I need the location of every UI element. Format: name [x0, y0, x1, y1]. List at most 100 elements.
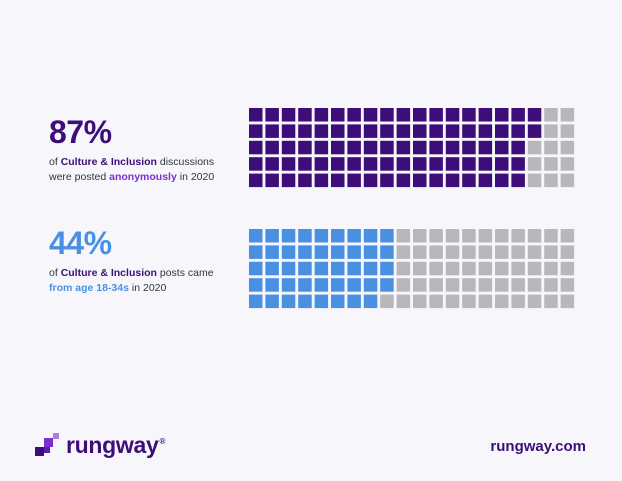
waffle-cell-filled: [445, 157, 460, 171]
waffle-cell-filled: [478, 157, 493, 171]
waffle-cell-filled: [429, 157, 443, 171]
waffle-cell-empty: [527, 229, 542, 243]
waffle-cell-filled: [249, 108, 263, 122]
waffle-cell-filled: [249, 229, 263, 243]
waffle-cell-empty: [511, 229, 525, 243]
waffle-cell-empty: [478, 229, 493, 243]
waffle-cell-filled: [462, 157, 476, 171]
waffle-cell-filled: [495, 173, 509, 188]
waffle-cell-filled: [281, 108, 296, 122]
brand-logo[interactable]: rungway®: [33, 431, 165, 459]
waffle-cell-filled: [249, 173, 263, 188]
waffle-cell-empty: [560, 108, 575, 122]
waffle-cell-filled: [298, 261, 312, 276]
waffle-cell-filled: [331, 229, 345, 243]
waffle-cell-filled: [314, 261, 329, 276]
waffle-cell-filled: [331, 140, 345, 155]
waffle-cell-filled: [380, 124, 394, 138]
waffle-cell-empty: [560, 261, 575, 276]
waffle-cell-filled: [380, 261, 394, 276]
waffle-cell-filled: [281, 229, 296, 243]
waffle-cell-filled: [314, 245, 329, 259]
waffle-cell-filled: [511, 124, 525, 138]
waffle-cell-filled: [281, 278, 296, 292]
waffle-chart-age: [249, 229, 575, 309]
waffle-cell-filled: [331, 261, 345, 276]
waffle-cell-filled: [314, 229, 329, 243]
waffle-cell-empty: [413, 278, 427, 292]
waffle-cell-empty: [544, 173, 558, 188]
waffle-cell-empty: [429, 294, 443, 309]
waffle-cell-filled: [265, 140, 279, 155]
waffle-cell-filled: [331, 108, 345, 122]
waffle-cell-filled: [413, 124, 427, 138]
waffle-cell-filled: [396, 124, 411, 138]
waffle-cell-filled: [347, 261, 361, 276]
waffle-cell-filled: [413, 173, 427, 188]
waffle-cell-empty: [560, 245, 575, 259]
waffle-cell-empty: [544, 261, 558, 276]
waffle-cell-filled: [495, 140, 509, 155]
waffle-cell-filled: [347, 140, 361, 155]
waffle-cell-filled: [265, 124, 279, 138]
waffle-cell-empty: [560, 173, 575, 188]
waffle-cell-filled: [331, 173, 345, 188]
waffle-cell-empty: [544, 294, 558, 309]
waffle-cell-filled: [347, 229, 361, 243]
waffle-cell-filled: [281, 261, 296, 276]
waffle-cell-empty: [429, 261, 443, 276]
waffle-cell-filled: [249, 245, 263, 259]
waffle-cell-filled: [298, 157, 312, 171]
waffle-cell-empty: [462, 261, 476, 276]
waffle-cell-empty: [445, 294, 460, 309]
waffle-cell-empty: [380, 294, 394, 309]
waffle-cell-filled: [363, 173, 378, 188]
waffle-cell-filled: [331, 294, 345, 309]
highlight-label: anonymously: [109, 170, 177, 183]
waffle-cell-filled: [478, 108, 493, 122]
waffle-cell-filled: [281, 294, 296, 309]
stat-description: of Culture & Inclusion posts came from a…: [49, 267, 214, 294]
waffle-cell-filled: [347, 157, 361, 171]
waffle-cell-empty: [413, 261, 427, 276]
waffle-cell-empty: [396, 278, 411, 292]
waffle-cell-empty: [511, 245, 525, 259]
waffle-cell-filled: [347, 173, 361, 188]
waffle-cell-filled: [314, 173, 329, 188]
waffle-cell-filled: [249, 124, 263, 138]
waffle-cell-filled: [298, 245, 312, 259]
waffle-cell-filled: [380, 140, 394, 155]
waffle-chart-anonymous: [249, 108, 575, 188]
waffle-cell-filled: [396, 157, 411, 171]
waffle-cell-filled: [314, 157, 329, 171]
stat-block-age: 44% of Culture & Inclusion posts came fr…: [49, 225, 214, 295]
waffle-cell-filled: [331, 245, 345, 259]
waffle-cell-filled: [380, 173, 394, 188]
waffle-cell-filled: [249, 294, 263, 309]
waffle-cell-filled: [265, 278, 279, 292]
waffle-cell-empty: [495, 261, 509, 276]
rungway-logo-icon: [35, 433, 59, 456]
waffle-cell-empty: [429, 245, 443, 259]
waffle-cell-filled: [413, 108, 427, 122]
waffle-cell-filled: [445, 108, 460, 122]
brand-name: rungway®: [66, 431, 166, 458]
waffle-cell-filled: [314, 124, 329, 138]
waffle-cell-empty: [560, 229, 575, 243]
waffle-cell-filled: [265, 229, 279, 243]
waffle-cell-filled: [363, 294, 378, 309]
waffle-cell-filled: [363, 278, 378, 292]
waffle-cell-empty: [445, 261, 460, 276]
waffle-cell-filled: [347, 108, 361, 122]
brand-url[interactable]: rungway.com: [490, 438, 586, 455]
waffle-cell-filled: [298, 124, 312, 138]
waffle-cell-filled: [265, 261, 279, 276]
waffle-cell-filled: [363, 261, 378, 276]
waffle-cell-empty: [462, 229, 476, 243]
topic-label: Culture & Inclusion: [60, 156, 157, 168]
waffle-cell-filled: [347, 294, 361, 309]
waffle-cell-empty: [511, 261, 525, 276]
waffle-cell-empty: [544, 108, 558, 122]
waffle-cell-filled: [281, 140, 296, 155]
waffle-cell-empty: [462, 278, 476, 292]
